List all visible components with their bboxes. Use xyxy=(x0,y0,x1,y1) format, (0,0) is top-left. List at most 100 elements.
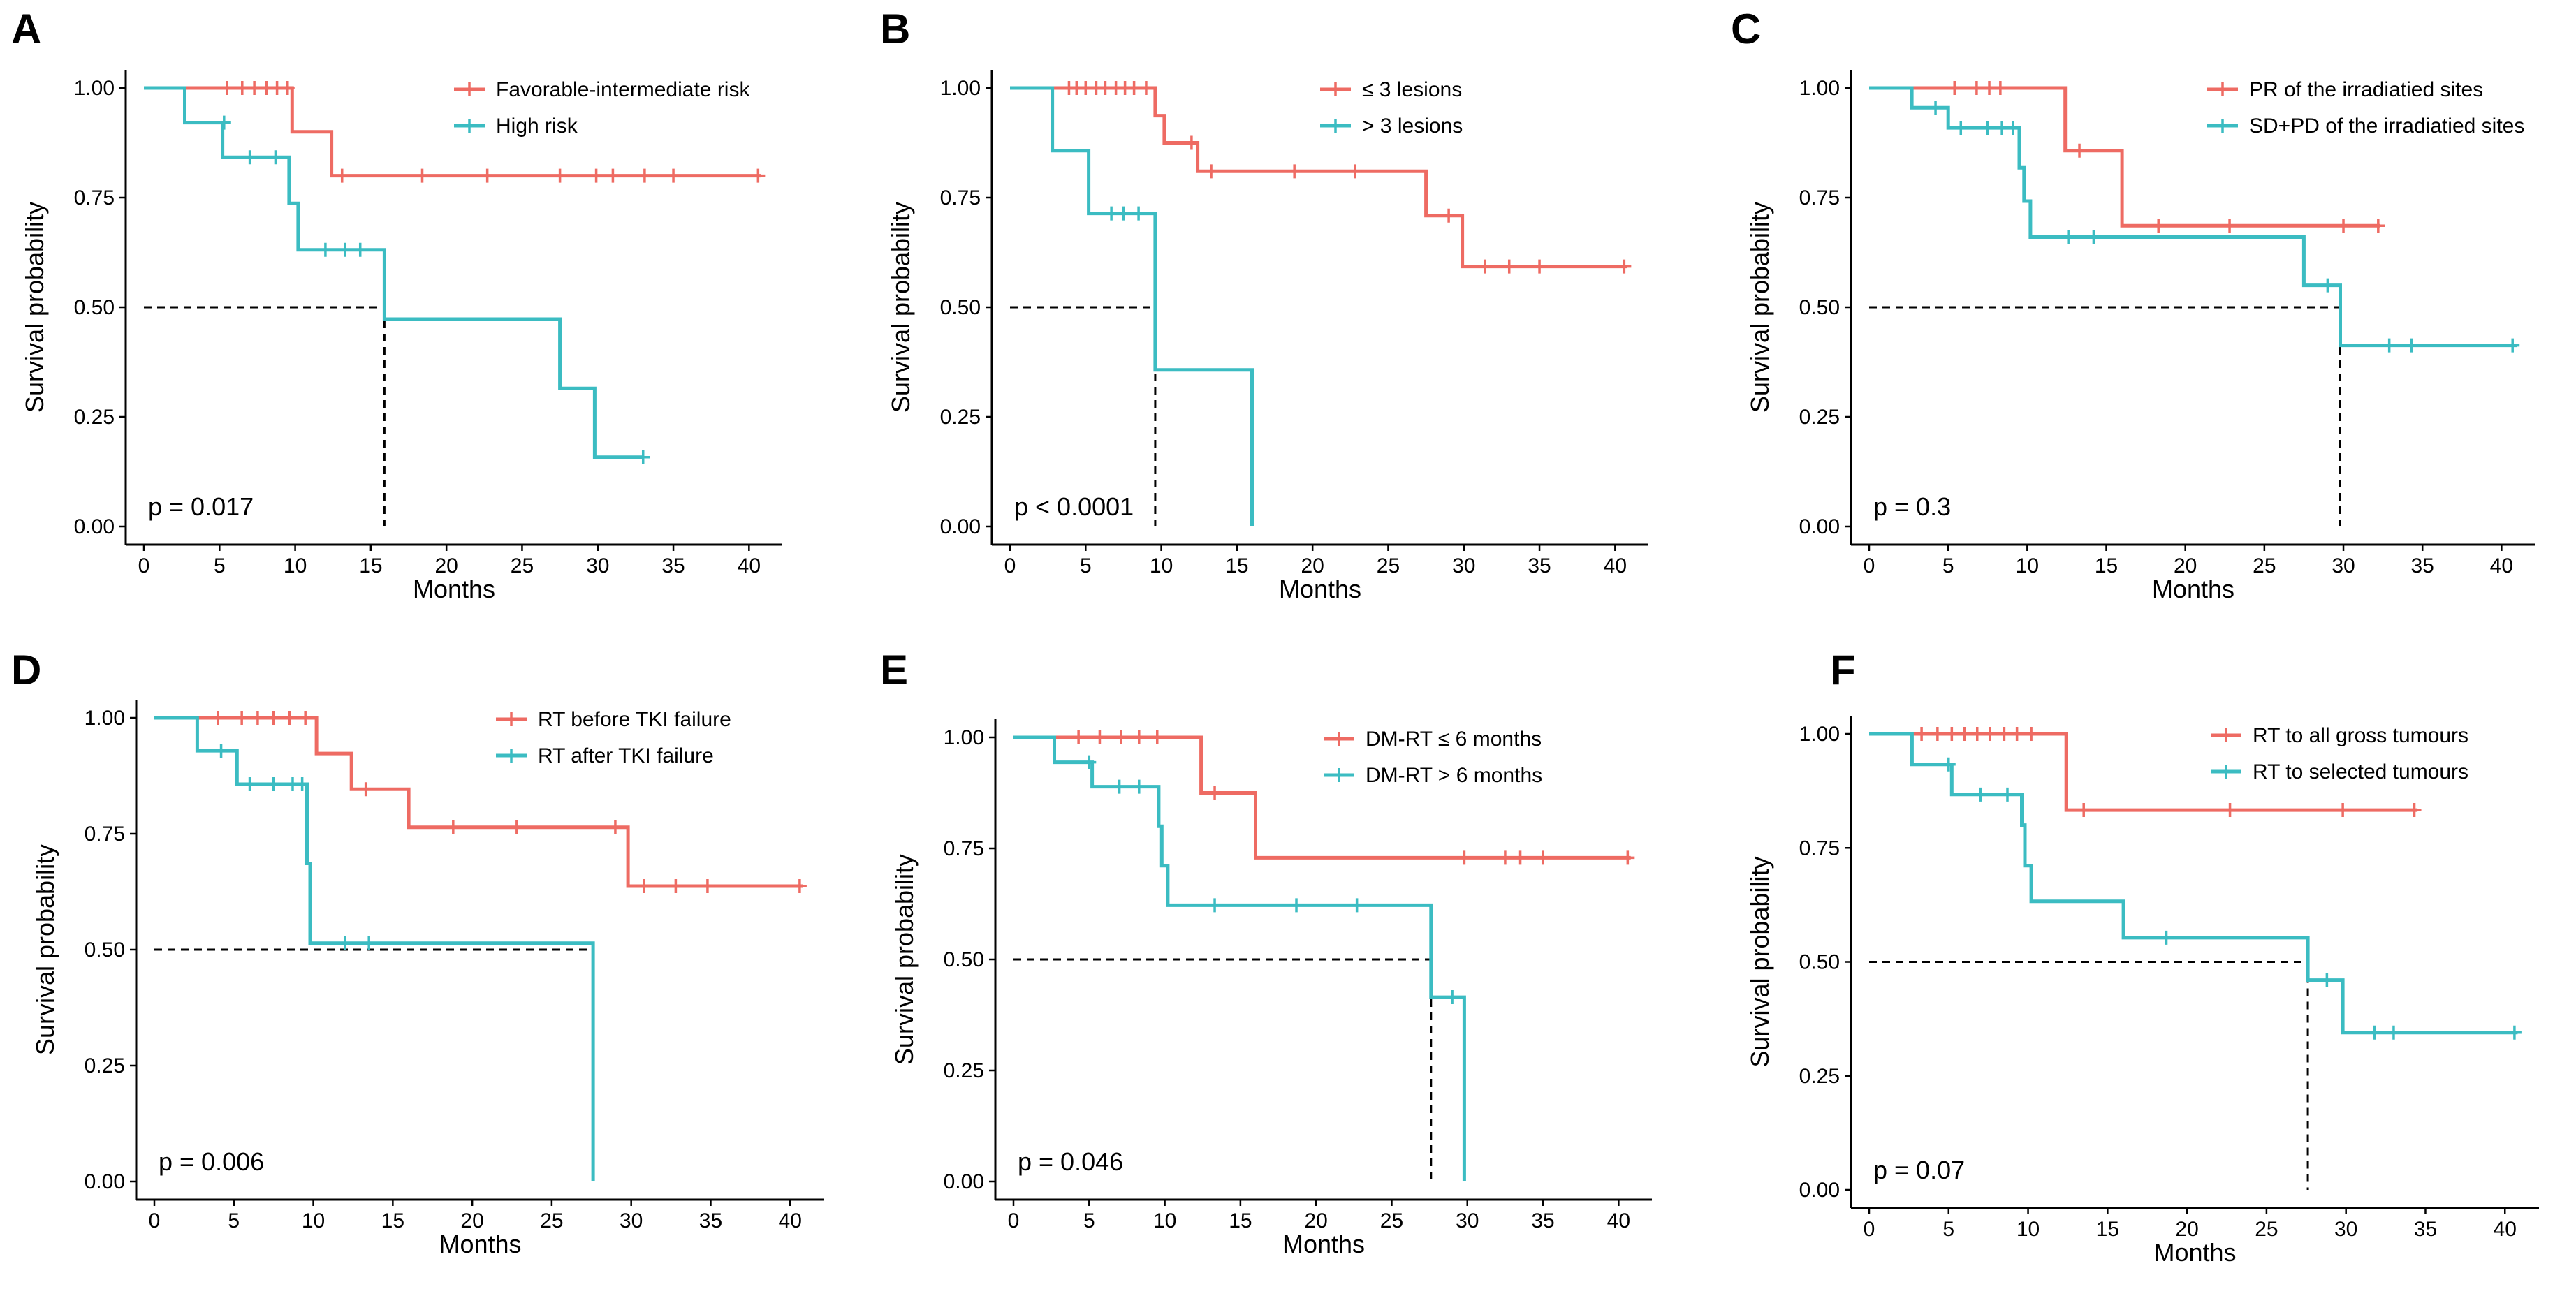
x-tick-label: 40 xyxy=(2490,554,2513,577)
censor-mark xyxy=(353,242,367,257)
legend-key-2 xyxy=(2207,119,2238,133)
panel-b: B 0 5 10 15 20 25 30 35 40 0.00 0.25 0.50 0.75 1.00 Mo… xyxy=(880,6,1648,603)
y-axis-title: Survival probability xyxy=(886,202,915,413)
legend-label-1: RT before TKI failure xyxy=(538,708,731,731)
censor-mark xyxy=(298,711,313,725)
x-tick-label: 10 xyxy=(2017,1218,2040,1241)
censor-mark xyxy=(1954,121,1968,135)
legend-swatch-censor xyxy=(462,119,476,133)
censor-mark xyxy=(2386,1025,2401,1040)
y-tick-label: 0.75 xyxy=(85,823,125,846)
legend-swatch-censor xyxy=(2219,728,2233,742)
x-tick-label: 5 xyxy=(228,1209,240,1232)
censor-mark xyxy=(1513,850,1528,865)
censor-mark xyxy=(2407,803,2422,818)
y-tick-label: 1.00 xyxy=(1799,723,1840,746)
censor-mark xyxy=(2151,219,2166,233)
x-tick-label: 35 xyxy=(661,554,685,577)
panel-letter-f: F xyxy=(1830,647,1856,693)
p-value: p = 0.046 xyxy=(1018,1147,1123,1176)
panel-e: E 0 5 10 15 20 25 30 35 40 0.00 0.25 0.50 0.75 1.00 Mo… xyxy=(880,647,1652,1258)
censor-mark xyxy=(282,711,297,725)
x-tick-label: 15 xyxy=(2096,1218,2119,1241)
y-tick-label: 0.50 xyxy=(85,938,125,962)
panel-letter-c: C xyxy=(1731,6,1761,52)
x-tick-label: 15 xyxy=(359,554,382,577)
censor-mark xyxy=(242,776,257,791)
censor-mark xyxy=(2010,727,2024,741)
x-axis-title: Months xyxy=(1282,1230,1365,1258)
legend-label-1: Favorable-intermediate risk xyxy=(496,78,750,101)
censor-mark xyxy=(1208,898,1222,913)
censor-mark xyxy=(266,776,281,791)
censor-mark xyxy=(295,776,309,791)
censor-mark xyxy=(1929,101,1943,115)
x-tick-label: 35 xyxy=(2411,554,2434,577)
x-tick-label: 10 xyxy=(1150,554,1173,577)
y-tick-label: 0.00 xyxy=(944,1170,984,1193)
censor-mark xyxy=(211,711,226,725)
x-tick-label: 30 xyxy=(620,1209,643,1232)
y-tick-label: 0.25 xyxy=(74,406,115,429)
censor-mark xyxy=(1127,81,1141,95)
x-tick-label: 30 xyxy=(586,554,609,577)
x-tick-label: 10 xyxy=(284,554,307,577)
censor-mark xyxy=(2404,338,2419,353)
censor-mark xyxy=(1092,730,1107,744)
survival-curve-2 xyxy=(144,86,643,459)
censor-mark xyxy=(2005,121,2020,135)
x-tick-label: 30 xyxy=(2334,1218,2357,1241)
y-tick-label: 0.75 xyxy=(1799,186,1840,209)
y-axis-title: Survival probability xyxy=(890,854,919,1065)
censor-mark xyxy=(1532,259,1547,274)
y-tick-label: 1.00 xyxy=(940,77,981,100)
censor-mark xyxy=(268,150,283,165)
censor-mark xyxy=(242,150,257,165)
x-tick-label: 25 xyxy=(1377,554,1400,577)
censor-mark xyxy=(1150,730,1164,744)
x-tick-label: 35 xyxy=(1531,1209,1554,1232)
censor-mark xyxy=(415,168,430,183)
x-tick-label: 5 xyxy=(214,554,226,577)
legend-label-1: PR of the irradiatied sites xyxy=(2249,78,2483,101)
censor-mark xyxy=(1287,164,1302,179)
x-tick-label: 25 xyxy=(511,554,534,577)
x-axis-title: Months xyxy=(413,575,495,603)
censor-mark xyxy=(666,168,681,183)
panel-letter-b: B xyxy=(880,6,910,52)
x-tick-label: 15 xyxy=(2095,554,2118,577)
censor-mark xyxy=(668,879,683,894)
y-tick-label: 0.25 xyxy=(940,406,981,429)
legend-swatch-censor xyxy=(1329,119,1342,133)
x-tick-label: 20 xyxy=(434,554,458,577)
x-tick-label: 10 xyxy=(302,1209,325,1232)
censor-mark xyxy=(1132,206,1146,221)
legend-key-1 xyxy=(1320,82,1351,96)
censor-mark xyxy=(235,81,249,95)
y-tick-label: 1.00 xyxy=(1799,77,1840,100)
censor-mark xyxy=(1980,121,1995,135)
censor-mark xyxy=(1620,850,1635,865)
x-tick-label: 5 xyxy=(1080,554,1092,577)
legend-key-1 xyxy=(454,82,485,96)
censor-mark xyxy=(1204,164,1219,179)
censor-mark xyxy=(1478,259,1493,274)
censor-mark xyxy=(1617,259,1632,274)
y-tick-label: 0.75 xyxy=(1799,837,1840,860)
panel-letter-d: D xyxy=(11,647,41,693)
y-tick-label: 0.00 xyxy=(940,515,981,538)
panel-letter-a: A xyxy=(11,6,41,52)
censor-mark xyxy=(217,115,231,130)
p-value: p = 0.017 xyxy=(148,492,254,521)
censor-mark xyxy=(2000,787,2014,802)
x-tick-label: 40 xyxy=(1607,1209,1630,1232)
legend-label-2: > 3 lesions xyxy=(1362,115,1463,138)
censor-mark xyxy=(2320,278,2335,293)
censor-mark xyxy=(636,879,651,894)
y-tick-label: 0.25 xyxy=(1799,1065,1840,1088)
x-tick-label: 35 xyxy=(1528,554,1551,577)
censor-mark xyxy=(1970,727,1984,741)
x-tick-label: 15 xyxy=(1225,554,1248,577)
x-tick-label: 25 xyxy=(2253,554,2276,577)
censor-mark xyxy=(1208,786,1222,800)
